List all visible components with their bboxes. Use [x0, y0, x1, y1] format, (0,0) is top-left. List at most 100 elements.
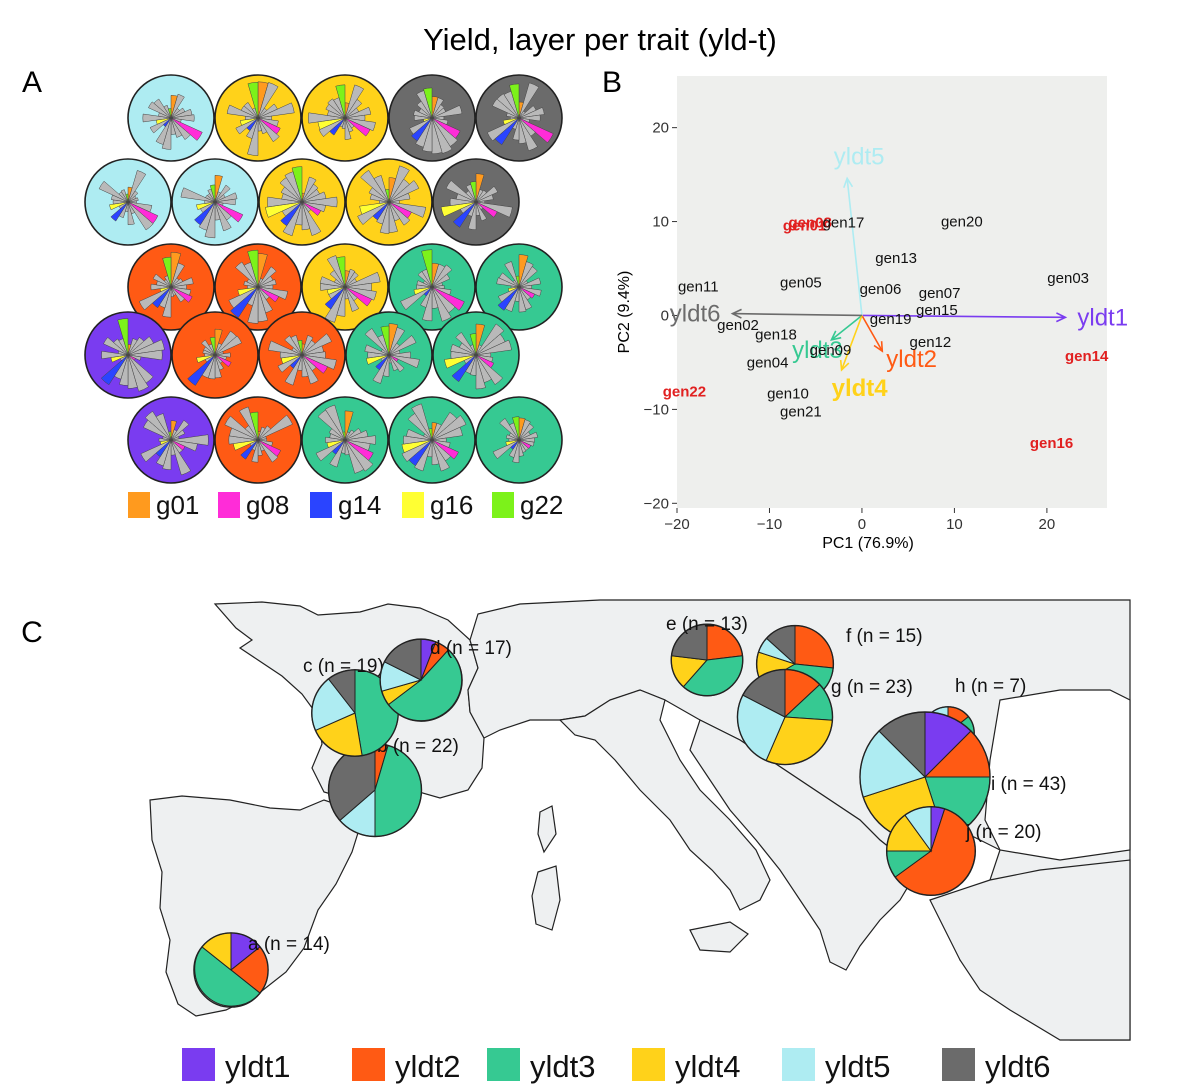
star-glyph	[388, 243, 476, 331]
glyph-petal	[431, 104, 445, 119]
glyph-petal	[170, 286, 193, 303]
star-glyph	[301, 74, 389, 162]
point-label-gen19: gen19	[870, 311, 912, 328]
glyph-petal	[127, 201, 154, 231]
map-land-italy	[558, 689, 771, 911]
glyph-petal	[497, 286, 520, 303]
glyph-petal	[440, 201, 477, 217]
glyph-petal	[385, 189, 390, 203]
glyph-petal	[214, 184, 231, 203]
glyph-petal	[475, 354, 486, 390]
glyph-petal	[301, 201, 322, 236]
glyph-petal	[149, 117, 172, 134]
glyph-petal	[301, 354, 309, 378]
point-label-gen09: gen09	[810, 342, 852, 359]
biplot-axes: −20 −10 0 10 20 −20 −10 0 10 20	[644, 120, 1056, 533]
glyph-petal	[499, 418, 520, 441]
glyph-petal	[127, 354, 149, 392]
glyph-petal	[214, 192, 238, 203]
glyph-petal	[155, 413, 172, 441]
glyph-petal	[324, 404, 346, 441]
legend-label-yldt1: yldt1	[225, 1049, 290, 1084]
glyph-petal	[291, 166, 303, 203]
site-pie: g (n = 23)	[736, 668, 913, 766]
star-glyph	[127, 396, 215, 484]
glyph-petal	[246, 117, 259, 139]
legend-label-g01: g01	[156, 490, 199, 520]
star-glyph	[388, 74, 476, 162]
star-glyph	[388, 396, 476, 484]
glyph-petal	[364, 328, 390, 356]
glyph-petal	[224, 415, 259, 441]
point-label-gen15: gen15	[916, 302, 958, 319]
glyph-petal	[431, 273, 451, 288]
glyph-petal	[100, 354, 129, 386]
glyph-petal	[257, 279, 277, 288]
glyph-petal	[301, 354, 337, 370]
glyph-petal	[401, 439, 433, 453]
vector-line	[846, 178, 863, 316]
star-glyph	[84, 158, 172, 246]
map-land-sardinia	[531, 865, 561, 931]
vector-line	[840, 315, 863, 371]
point-label-gen11: gen11	[678, 278, 719, 295]
glyph-petal	[103, 337, 129, 356]
glyph-petal	[388, 354, 399, 372]
vector-line	[830, 314, 863, 341]
x-tick-label: 20	[1039, 516, 1056, 533]
point-label-gen13: gen13	[875, 250, 917, 267]
point-label-gen03: gen03	[1047, 270, 1089, 287]
pie-outline	[885, 805, 977, 897]
panel-c-letter: C	[21, 616, 43, 649]
y-tick-label: −10	[644, 401, 669, 418]
map-land-balkans	[689, 719, 913, 971]
glyph-petal	[162, 256, 172, 288]
legend-swatch-yldt1	[182, 1048, 215, 1081]
site-label: h (n = 7)	[955, 676, 1026, 697]
glyph-petal	[401, 439, 433, 462]
vector-label: yldt4	[832, 375, 889, 402]
glyph-petal	[344, 117, 376, 132]
panel-b: B −20 −10 0 10 20 −20 −10 0 10 20 yldt1 yldt2 yldt3…	[602, 66, 1128, 552]
glyph-petal	[344, 271, 359, 288]
glyph-petal	[257, 117, 268, 135]
glyph-petal	[475, 339, 512, 356]
glyph-petal	[449, 198, 477, 206]
glyph-petal	[196, 354, 216, 364]
glyph-petal	[475, 186, 499, 203]
glyph-petal	[431, 105, 463, 119]
glyph-petal	[486, 117, 520, 142]
glyph-petal	[469, 181, 477, 203]
glyph-petal	[284, 354, 303, 386]
glyph-petal	[170, 114, 195, 122]
star-glyph	[127, 243, 215, 331]
glyph-petal	[194, 201, 216, 226]
vector-yldt5: yldt5	[834, 143, 885, 316]
glyph-petal	[198, 201, 216, 231]
glyph-petal	[265, 201, 303, 218]
glyph-petal	[492, 439, 520, 460]
legend-label-yldt2: yldt2	[395, 1049, 460, 1084]
glyph-petal	[170, 429, 186, 441]
vector-label: yldt5	[834, 143, 885, 170]
point-label-gen22: gen22	[663, 384, 706, 401]
glyph-petal	[257, 286, 288, 300]
glyph-petal	[380, 325, 390, 356]
glyph-petal	[388, 354, 405, 373]
glyph-petal	[421, 249, 433, 288]
glyph-petal	[431, 439, 459, 460]
glyph-petal	[249, 411, 259, 441]
glyph-petal	[509, 83, 520, 119]
glyph-petal	[431, 117, 453, 154]
star-glyph	[475, 243, 563, 331]
glyph-petal	[301, 196, 338, 208]
star-glyph	[214, 396, 302, 484]
glyph-petal	[170, 434, 209, 446]
legend-swatch-g01	[128, 492, 150, 518]
point-label-gen14: gen14	[1065, 348, 1109, 365]
glyph-petal	[237, 286, 259, 296]
glyph-petal	[403, 435, 433, 445]
glyph-petal	[257, 82, 279, 119]
vector-arrowhead	[730, 308, 742, 319]
glyph-petal	[409, 117, 433, 135]
